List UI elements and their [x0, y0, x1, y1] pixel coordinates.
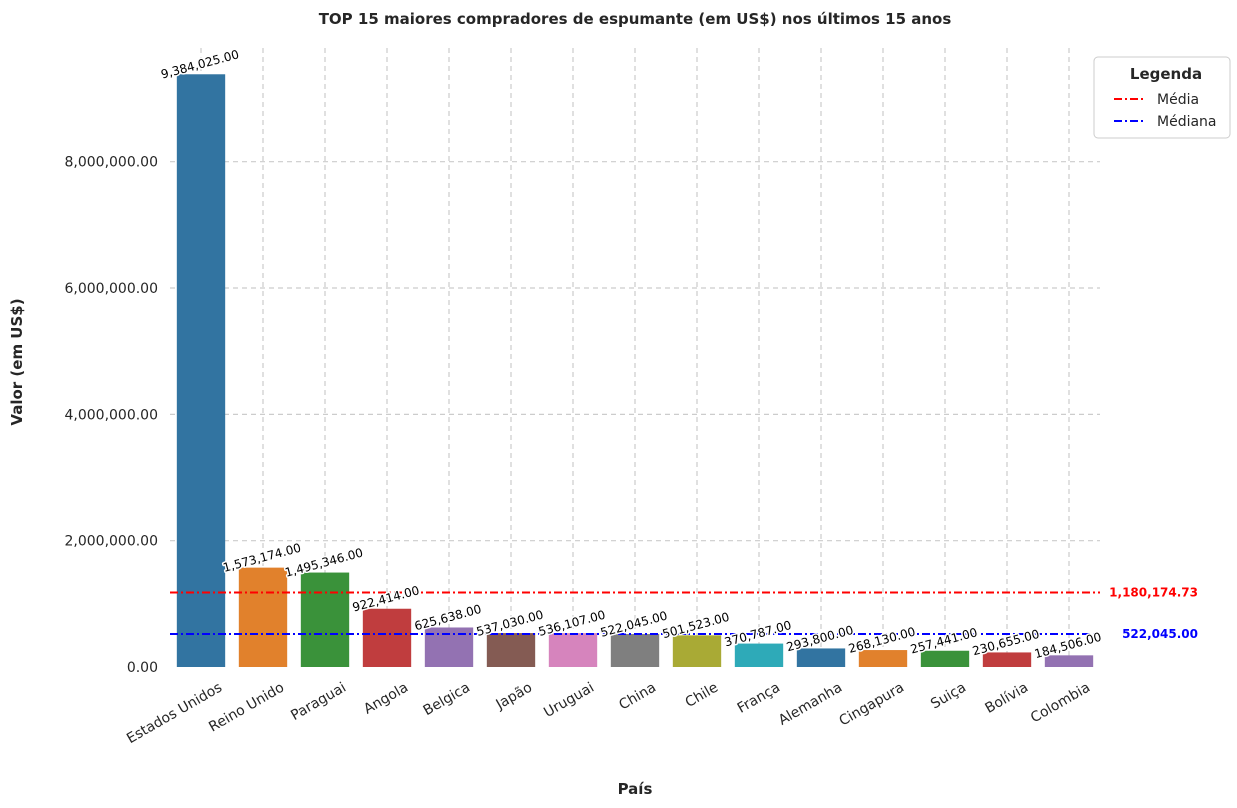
bar [920, 650, 970, 667]
y-tick-label: 0.00 [127, 660, 158, 676]
x-axis-label: País [618, 780, 653, 798]
x-tick-label: Chile [683, 680, 721, 711]
y-axis-label: Valor (em US$) [8, 298, 26, 425]
y-tick-label: 6,000,000.00 [64, 281, 158, 297]
x-tick-label: Uruguai [541, 680, 597, 721]
x-tick-label: Paraguai [288, 680, 349, 724]
x-tick-label: Japão [493, 680, 535, 714]
chart-title: TOP 15 maiores compradores de espumante … [319, 10, 952, 28]
legend: Legenda Média Médiana [1093, 56, 1231, 139]
bar [796, 648, 846, 667]
bar [734, 643, 784, 667]
reference-line-label: 522,045.00 [1122, 627, 1198, 641]
y-tick-label: 8,000,000.00 [64, 155, 158, 171]
x-tick-label: Estados Unidos [124, 680, 225, 747]
bar [672, 635, 722, 667]
bar [610, 634, 660, 667]
bar [548, 633, 598, 667]
reference-line-label: 1,180,174.73 [1109, 585, 1198, 599]
x-tick-label: China [616, 680, 659, 714]
bar [982, 652, 1032, 667]
y-tick-label: 2,000,000.00 [64, 534, 158, 550]
legend-box [1093, 56, 1231, 139]
bar [362, 608, 412, 667]
bar [486, 633, 536, 667]
y-axis-ticks: 0.00 2,000,000.00 4,000,000.00 6,000,000.00… [64, 155, 158, 676]
y-tick-label: 4,000,000.00 [64, 407, 158, 423]
x-tick-label: França [735, 680, 783, 717]
x-tick-label: Colombia [1028, 680, 1093, 727]
bars [176, 74, 1094, 667]
bar [176, 74, 226, 667]
data-labels: 9,384,025.001,573,174.001,495,346.00922,… [158, 46, 1105, 663]
legend-label-media: Média [1157, 92, 1199, 108]
grid [170, 48, 1100, 667]
x-tick-label: Suiça [928, 680, 969, 713]
bar [858, 650, 908, 667]
bar [238, 567, 288, 667]
x-tick-label: Bolívia [983, 680, 1031, 717]
bar [300, 572, 350, 667]
legend-label-mediana: Médiana [1157, 114, 1217, 130]
x-tick-label: Angola [361, 680, 411, 718]
reference-lines: 1,180,174.73 522,045.00 [170, 585, 1198, 641]
x-tick-label: Cingapura [837, 680, 907, 730]
x-tick-label: Alemanha [776, 680, 845, 729]
x-tick-label: Belgica [421, 680, 473, 719]
legend-title: Legenda [1130, 65, 1202, 83]
bar [1044, 655, 1094, 667]
